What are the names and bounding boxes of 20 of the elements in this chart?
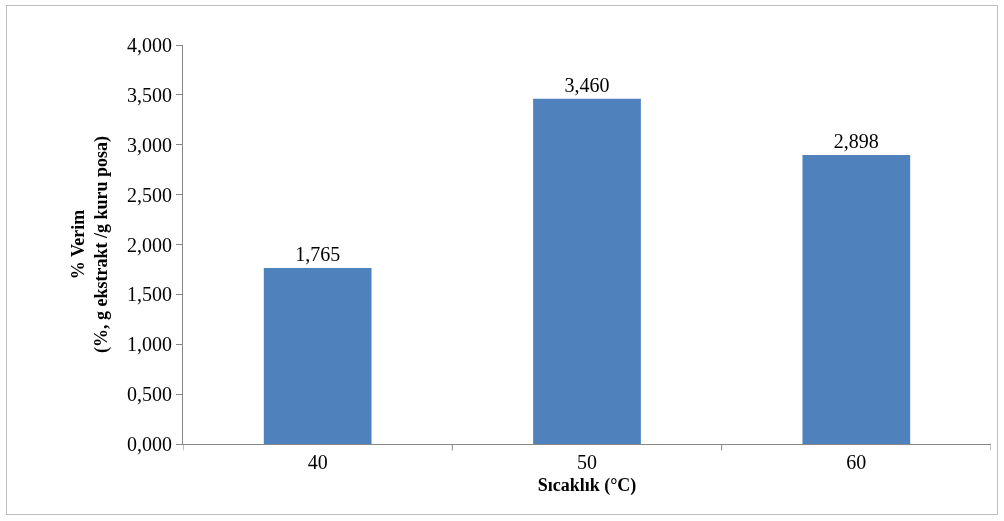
y-tick-label: 2,500 (127, 183, 172, 206)
y-tick-label: 3,500 (127, 83, 172, 106)
x-tick-label: 50 (577, 451, 597, 473)
bar (533, 98, 641, 444)
y-axis-title: % Verim (%, g ekstrakt /g kuru posa) (67, 135, 113, 354)
bar (802, 154, 911, 444)
x-tick-label: 60 (846, 451, 867, 473)
y-tick-label: 1,000 (127, 333, 172, 356)
y-tick-label: 1,500 (127, 283, 172, 306)
x-tick-label: 40 (307, 451, 328, 473)
data-label: 1,765 (295, 242, 341, 265)
y-tick-label: 2,000 (127, 233, 172, 256)
data-label: 3,460 (564, 73, 610, 96)
y-tick-label: 0,000 (127, 433, 172, 455)
y-tick-label: 4,000 (127, 34, 172, 56)
bar (263, 267, 372, 444)
y-tick-label: 0,500 (127, 383, 172, 406)
data-label: 2,898 (833, 129, 879, 152)
x-axis-title: Sıcaklık (°C) (537, 475, 637, 497)
y-tick-label: 3,000 (127, 133, 172, 156)
